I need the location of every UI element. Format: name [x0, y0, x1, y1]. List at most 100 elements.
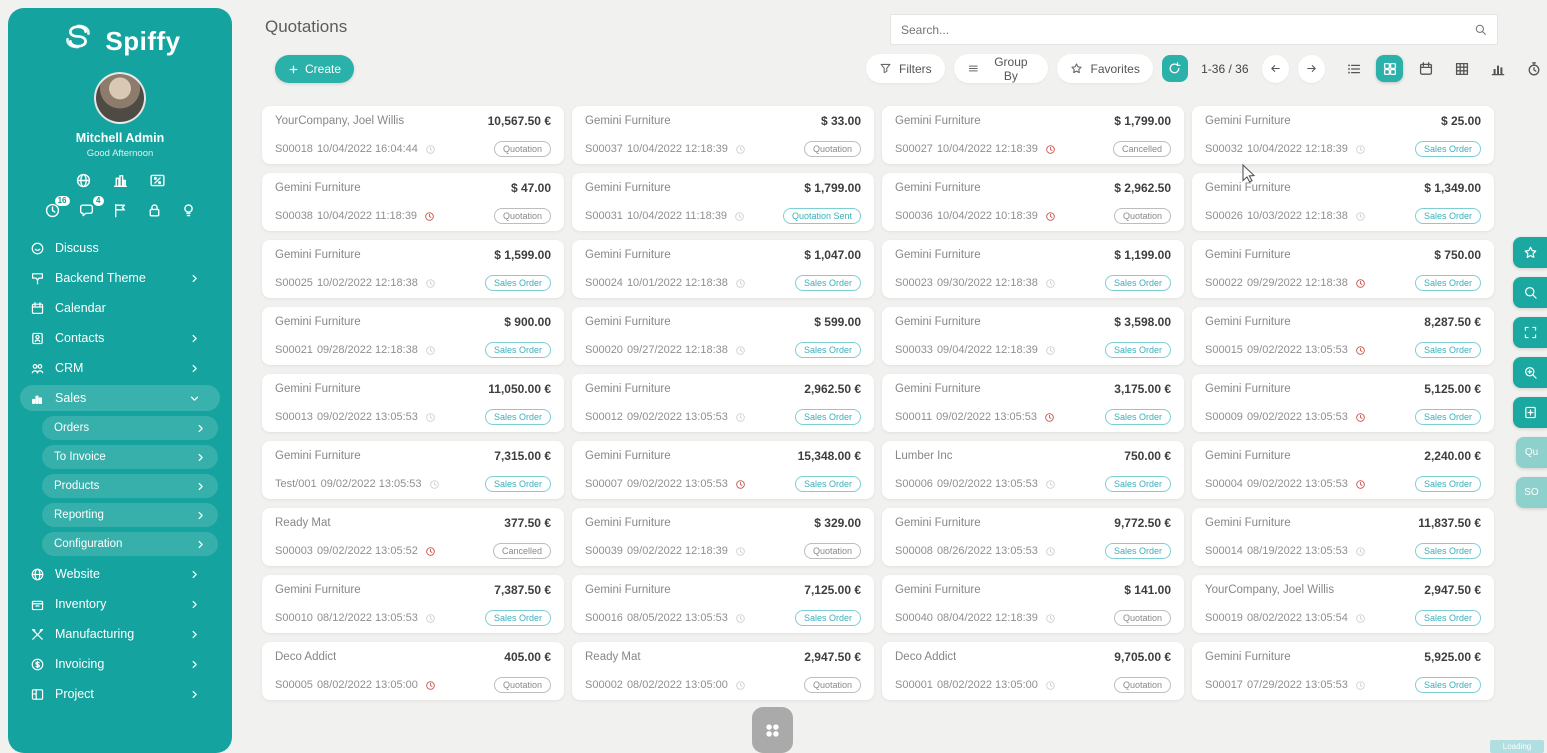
- dock-bookmark-add-button[interactable]: [1513, 397, 1547, 428]
- sidebar-subitem-products[interactable]: Products: [42, 474, 218, 498]
- create-button[interactable]: Create: [275, 55, 355, 83]
- quotation-card[interactable]: Gemini Furniture 7,125.00 € S00016 08/05/20…: [572, 575, 874, 633]
- status-badge: Sales Order: [1414, 543, 1481, 559]
- quotation-card[interactable]: Gemini Furniture $ 1,349.00 S00026 10/03/20…: [1192, 173, 1494, 231]
- user-avatar[interactable]: [94, 72, 146, 124]
- quotation-card[interactable]: Gemini Furniture 8,287.50 € S00015 09/02/20…: [1192, 307, 1494, 365]
- sidebar-item-invoicing[interactable]: Invoicing: [20, 651, 220, 677]
- dock-zoom-in-button[interactable]: [1513, 357, 1547, 388]
- refresh-button[interactable]: [1161, 55, 1189, 82]
- quotation-card[interactable]: Gemini Furniture $ 47.00 S00038 10/04/2022 …: [262, 173, 564, 231]
- quotation-card[interactable]: Gemini Furniture $ 141.00 S00040 08/04/2022…: [882, 575, 1184, 633]
- quotation-card[interactable]: Gemini Furniture $ 2,962.50 S00036 10/04/20…: [882, 173, 1184, 231]
- calendar-view-button[interactable]: [1412, 55, 1439, 82]
- dock-tag-so[interactable]: SO: [1516, 477, 1547, 508]
- quotation-card[interactable]: Gemini Furniture 5,925.00 € S00017 07/29/20…: [1192, 642, 1494, 700]
- chat-shortcut[interactable]: 4: [78, 196, 104, 219]
- quotation-card[interactable]: Gemini Furniture 11,050.00 € S00013 09/02/2…: [262, 374, 564, 432]
- lock-shortcut[interactable]: [146, 202, 163, 219]
- filters-button[interactable]: Filters: [866, 54, 945, 83]
- dock-expand-button[interactable]: [1513, 317, 1547, 348]
- search-input[interactable]: [901, 22, 1474, 37]
- card-bottom-row: S00038 10/04/2022 11:18:39 Quotation: [275, 208, 551, 224]
- quotation-card[interactable]: Gemini Furniture 2,240.00 € S00004 09/02/20…: [1192, 441, 1494, 499]
- quotation-card[interactable]: Gemini Furniture 11,837.50 € S00014 08/19/2…: [1192, 508, 1494, 566]
- percent-shortcut[interactable]: [149, 172, 166, 189]
- brand[interactable]: Spiffy: [8, 8, 232, 60]
- flag-shortcut[interactable]: [112, 202, 129, 219]
- status-badge: Quotation: [803, 141, 861, 157]
- quotation-card[interactable]: Deco Addict 405.00 € S00005 08/02/2022 13:0…: [262, 642, 564, 700]
- quotation-card[interactable]: Gemini Furniture $ 1,199.00 S00023 09/30/20…: [882, 240, 1184, 298]
- quotation-card[interactable]: Gemini Furniture 3,175.00 € S00011 09/02/20…: [882, 374, 1184, 432]
- quotation-card[interactable]: Gemini Furniture $ 33.00 S00037 10/04/2022 …: [572, 106, 874, 164]
- sidebar-item-inventory[interactable]: Inventory: [20, 591, 220, 617]
- pager-next-button[interactable]: [1297, 54, 1325, 83]
- graph-view-button[interactable]: [1484, 55, 1511, 82]
- quotation-card[interactable]: Gemini Furniture 7,387.50 € S00010 08/12/20…: [262, 575, 564, 633]
- card-customer: Ready Mat: [275, 517, 331, 529]
- quotation-card[interactable]: Ready Mat 2,947.50 € S00002 08/02/2022 13:0…: [572, 642, 874, 700]
- sidebar-item-discuss[interactable]: Discuss: [20, 235, 220, 261]
- card-ref-number: S00012: [585, 411, 623, 423]
- quotation-card[interactable]: Gemini Furniture 2,962.50 € S00012 09/02/20…: [572, 374, 874, 432]
- sidebar-item-crm[interactable]: CRM: [20, 355, 220, 381]
- dock-search-button[interactable]: [1513, 277, 1547, 308]
- clock-icon: [424, 211, 435, 222]
- sidebar-subitem-configuration[interactable]: Configuration: [42, 532, 218, 556]
- clock-shortcut[interactable]: 16: [44, 196, 70, 219]
- quotation-card[interactable]: Gemini Furniture $ 25.00 S00032 10/04/2022 …: [1192, 106, 1494, 164]
- quotation-card[interactable]: Ready Mat 377.50 € S00003 09/02/2022 13:05:…: [262, 508, 564, 566]
- quotation-card[interactable]: Gemini Furniture $ 750.00 S00022 09/29/2022…: [1192, 240, 1494, 298]
- activity-view-button[interactable]: [1520, 55, 1547, 82]
- quotation-card[interactable]: Gemini Furniture $ 599.00 S00020 09/27/2022…: [572, 307, 874, 365]
- quotation-card[interactable]: YourCompany, Joel Willis 2,947.50 € S00019…: [1192, 575, 1494, 633]
- card-amount: $ 1,349.00: [1424, 181, 1481, 195]
- sidebar-item-contacts[interactable]: Contacts: [20, 325, 220, 351]
- quotation-card[interactable]: Gemini Furniture $ 1,799.00 S00031 10/04/20…: [572, 173, 874, 231]
- quotation-card[interactable]: Gemini Furniture $ 3,598.00 S00033 09/04/20…: [882, 307, 1184, 365]
- quotation-card[interactable]: Deco Addict 9,705.00 € S00001 08/02/2022 13…: [882, 642, 1184, 700]
- quotation-card[interactable]: Gemini Furniture 15,348.00 € S00007 09/02/2…: [572, 441, 874, 499]
- sidebar-subitem-reporting[interactable]: Reporting: [42, 503, 218, 527]
- percent-icon: [149, 172, 166, 189]
- quotation-card[interactable]: Gemini Furniture $ 1,599.00 S00025 10/02/20…: [262, 240, 564, 298]
- card-customer: Gemini Furniture: [275, 450, 361, 462]
- group-by-button[interactable]: Group By: [953, 54, 1049, 83]
- quotation-card[interactable]: Gemini Furniture 7,315.00 € Test/001 09/02/…: [262, 441, 564, 499]
- theme-icon: [30, 271, 45, 286]
- bulb-shortcut[interactable]: [180, 202, 197, 219]
- sidebar-item-website[interactable]: Website: [20, 561, 220, 587]
- quotation-card[interactable]: YourCompany, Joel Willis 10,567.50 € S0001…: [262, 106, 564, 164]
- sidebar-item-manufacturing[interactable]: Manufacturing: [20, 621, 220, 647]
- quotation-card[interactable]: Lumber Inc 750.00 € S00006 09/02/2022 13:05…: [882, 441, 1184, 499]
- pager-previous-button[interactable]: [1261, 54, 1289, 83]
- building-shortcut[interactable]: [112, 172, 129, 189]
- quotation-card[interactable]: Gemini Furniture $ 900.00 S00021 09/28/2022…: [262, 307, 564, 365]
- quotation-card[interactable]: Gemini Furniture $ 329.00 S00039 09/02/2022…: [572, 508, 874, 566]
- sidebar-item-backend-theme[interactable]: Backend Theme: [20, 265, 220, 291]
- sidebar-subitem-to-invoice[interactable]: To Invoice: [42, 445, 218, 469]
- list-view-button[interactable]: [1340, 55, 1367, 82]
- dock-star-button[interactable]: [1513, 237, 1547, 268]
- sidebar-subitem-orders[interactable]: Orders: [42, 416, 218, 440]
- sidebar-item-project[interactable]: Project: [20, 681, 220, 707]
- favorites-button[interactable]: Favorites: [1057, 54, 1153, 83]
- globe-shortcut[interactable]: [75, 172, 92, 189]
- dock-tag-qu[interactable]: Qu: [1516, 437, 1547, 468]
- card-bottom-row: S00013 09/02/2022 13:05:53 Sales Order: [275, 409, 551, 425]
- quotation-card[interactable]: Gemini Furniture $ 1,047.00 S00024 10/01/20…: [572, 240, 874, 298]
- pivot-view-button[interactable]: [1448, 55, 1475, 82]
- card-datetime: 09/02/2022 12:18:39: [626, 545, 728, 557]
- sidebar-item-calendar[interactable]: Calendar: [20, 295, 220, 321]
- quotation-card[interactable]: Gemini Furniture $ 1,799.00 S00027 10/04/20…: [882, 106, 1184, 164]
- card-amount: 405.00 €: [504, 650, 551, 664]
- quotation-card[interactable]: Gemini Furniture 9,772.50 € S00008 08/26/20…: [882, 508, 1184, 566]
- search-icon[interactable]: [1474, 23, 1487, 36]
- kanban-view-button[interactable]: [1376, 55, 1403, 82]
- apps-menu-button[interactable]: [752, 707, 793, 753]
- star-icon: [1070, 62, 1083, 75]
- sidebar-item-sales[interactable]: Sales: [20, 385, 220, 411]
- quotation-card[interactable]: Gemini Furniture 5,125.00 € S00009 09/02/20…: [1192, 374, 1494, 432]
- expand-icon: [1523, 325, 1538, 340]
